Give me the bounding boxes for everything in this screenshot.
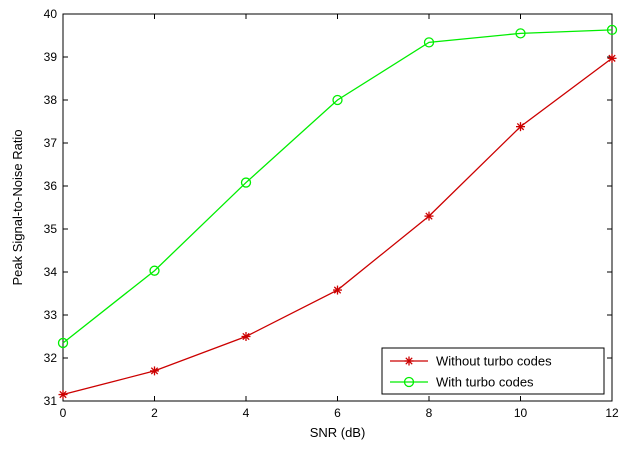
y-tick-label: 31 xyxy=(44,394,58,408)
x-tick-label: 2 xyxy=(151,406,158,420)
y-tick-label: 37 xyxy=(44,136,58,150)
y-tick-label: 38 xyxy=(44,93,58,107)
y-tick-label: 35 xyxy=(44,222,58,236)
data-point xyxy=(58,390,68,400)
series-line-1 xyxy=(62,29,613,344)
x-tick-label: 6 xyxy=(334,406,341,420)
x-tick-label: 0 xyxy=(60,406,67,420)
data-point xyxy=(241,332,251,341)
x-tick-label: 8 xyxy=(426,406,433,420)
y-tick-label: 40 xyxy=(44,7,58,21)
legend-entry: Without turbo codes xyxy=(390,354,552,369)
axis-ticks: 0 2 4 6 8 10 12 31 32 33 34 35 36 37 38 39 40 xyxy=(44,7,619,420)
data-point xyxy=(150,366,159,376)
data-point xyxy=(424,211,434,221)
legend-entry: With turbo codes xyxy=(390,375,534,390)
data-point xyxy=(607,53,617,63)
x-tick-label: 12 xyxy=(605,406,619,420)
data-point xyxy=(240,177,252,188)
y-tick-label: 33 xyxy=(44,308,58,322)
x-tick-label: 10 xyxy=(514,406,528,420)
series-markers xyxy=(57,24,618,400)
data-point xyxy=(149,265,160,276)
y-tick-label: 39 xyxy=(44,50,58,64)
data-point xyxy=(332,94,343,106)
x-tick-label: 4 xyxy=(243,406,250,420)
y-axis-label: Peak Signal-to-Noise Ratio xyxy=(10,129,25,285)
data-point xyxy=(516,122,525,132)
data-point xyxy=(423,37,435,48)
y-tick-label: 34 xyxy=(44,265,58,279)
legend: Without turbo codes With turbo codes xyxy=(381,347,605,395)
data-point xyxy=(606,24,618,36)
data-point xyxy=(57,337,69,349)
legend-label: With turbo codes xyxy=(436,375,534,390)
x-axis-label: SNR (dB) xyxy=(310,425,366,440)
data-point xyxy=(333,285,342,295)
y-tick-label: 36 xyxy=(44,179,58,193)
legend-label: Without turbo codes xyxy=(436,354,552,369)
legend-box xyxy=(381,347,605,395)
legend-marker xyxy=(403,376,415,388)
legend-marker xyxy=(404,356,414,366)
data-point xyxy=(515,28,526,39)
y-tick-label: 32 xyxy=(44,351,58,365)
plot-area xyxy=(62,13,613,402)
